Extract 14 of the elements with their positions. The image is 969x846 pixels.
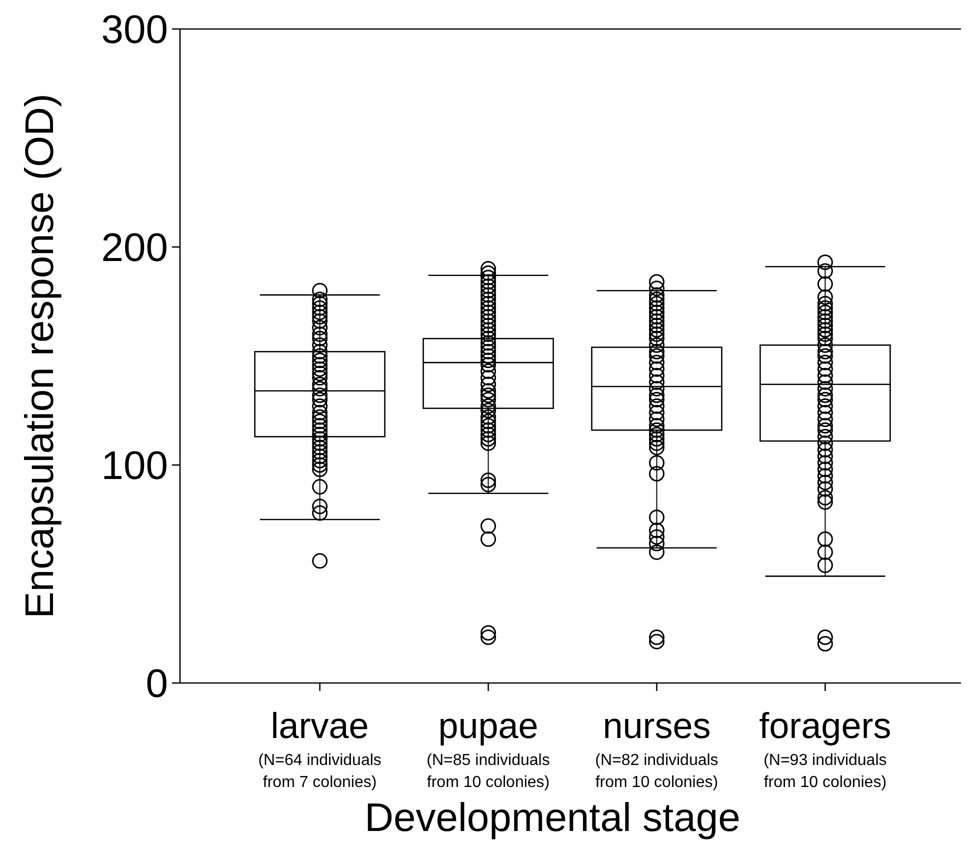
x-tick-label: foragers <box>759 705 892 746</box>
text: (N=85 individuals from 10 colonies) <box>426 752 550 791</box>
text: (N=82 individuals from 10 colonies) <box>595 752 718 791</box>
x-tick-label: nurses <box>602 705 711 746</box>
y-tick-label: 0 <box>146 662 168 706</box>
text: (N=64 individuals from 7 colonies) <box>258 752 382 791</box>
x-axis-title: Developmental stage <box>364 796 740 840</box>
y-tick-label: 100 <box>101 444 168 488</box>
text: (N=93 individuals from 10 colonies) <box>764 752 887 791</box>
y-tick-label: 300 <box>101 8 168 52</box>
y-tick-label: 200 <box>101 226 168 270</box>
y-axis-title: Encapsulation response (OD) <box>18 94 62 618</box>
x-tick-label: pupae <box>438 705 538 746</box>
x-tick-label: larvae <box>270 705 369 746</box>
